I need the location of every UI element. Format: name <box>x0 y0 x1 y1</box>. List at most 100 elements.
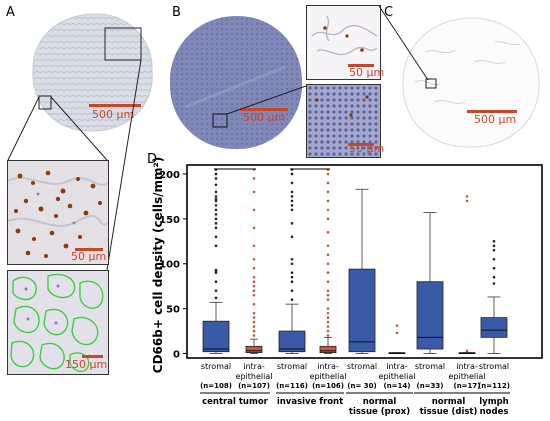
x-category-label: stromal <box>347 362 377 371</box>
chart-y-label: CD66b+ cell density (cells/mm²) <box>151 157 165 373</box>
sample-size-label: (n=14) <box>384 382 411 390</box>
group-label: nodes <box>480 407 509 417</box>
outlier-point <box>252 190 256 194</box>
y-tick-label: 0 <box>173 350 180 361</box>
group-label: normal <box>432 397 466 407</box>
outlier-point <box>214 296 218 300</box>
outlier-point <box>492 257 496 261</box>
outlier-point <box>290 280 294 283</box>
x-category-label: stromal <box>479 362 509 371</box>
outlier-point <box>290 172 294 176</box>
outlier-point <box>252 257 256 261</box>
outlier-point <box>252 244 256 248</box>
outlier-point <box>492 244 496 248</box>
outlier-point <box>214 280 218 283</box>
outlier-point <box>492 266 496 270</box>
outlier-point <box>492 282 496 285</box>
outlier-point <box>290 222 294 225</box>
x-category-label: epithelial <box>310 372 347 381</box>
x-category-label: intra- <box>456 362 478 371</box>
outlier-point <box>252 320 256 324</box>
outlier-point <box>465 199 469 203</box>
outlier-point <box>326 181 330 185</box>
outlier-point <box>214 172 218 176</box>
outlier-point <box>290 190 294 194</box>
panel-b-tissue-core <box>169 15 303 150</box>
x-category-label: stromal <box>415 362 445 371</box>
sample-size-label: (n=108) <box>200 382 232 390</box>
outlier-point <box>326 190 330 194</box>
outlier-point <box>290 298 294 301</box>
panel-b-scalebar <box>240 108 288 111</box>
outlier-point <box>290 204 294 207</box>
outlier-point <box>214 213 218 216</box>
outlier-point <box>326 262 330 266</box>
outlier-point <box>214 190 218 194</box>
outlier-point <box>214 289 218 292</box>
outlier-point <box>214 204 218 207</box>
panel-c-tissue-core <box>402 17 540 148</box>
outlier-point <box>465 349 469 353</box>
outlier-point <box>290 208 294 212</box>
outlier-point <box>214 271 218 275</box>
outlier-point <box>326 320 330 324</box>
x-category-label: intra- <box>386 362 408 371</box>
panel-a-letter: A <box>6 5 15 20</box>
box-intra <box>319 345 337 354</box>
box-stromal <box>480 317 508 338</box>
outlier-point <box>326 271 330 275</box>
outlier-point <box>326 199 330 203</box>
outlier-point <box>290 271 294 275</box>
panel-c-scalebar-label: 500 µm <box>474 113 517 126</box>
panel-b-top-scalebar-label: 50 µm <box>349 66 385 79</box>
outlier-point <box>326 244 330 248</box>
outlier-point <box>326 307 330 310</box>
outlier-point <box>252 325 256 328</box>
group-label: normal <box>363 397 397 407</box>
box-stromal <box>202 320 230 353</box>
panel-d-letter: D <box>147 152 158 167</box>
x-category-label: epithelial <box>236 372 273 381</box>
panel-b-bottom-scalebar <box>348 143 374 146</box>
x-category-label: intra- <box>243 362 265 371</box>
group-label: tissue (prox) <box>349 407 410 417</box>
outlier-point <box>214 226 218 230</box>
panel-b-scalebar-label: 500 µm <box>243 111 286 124</box>
outlier-point <box>252 316 256 319</box>
outlier-point <box>252 284 256 288</box>
outlier-point <box>326 334 330 337</box>
panel-a-zoom1-scalebar-label: 50 µm <box>71 250 107 263</box>
x-category-label: epithelial <box>449 372 486 381</box>
panel-b-zoom-top-image <box>306 5 381 80</box>
outlier-point <box>214 222 218 225</box>
y-tick-label: 50 <box>166 305 180 316</box>
outlier-point <box>326 172 330 176</box>
sample-size-label: (n=33) <box>417 382 444 390</box>
sample-size-label: (n=112) <box>478 382 510 390</box>
outlier-point <box>326 280 330 283</box>
x-category-label: intra- <box>317 362 339 371</box>
outlier-point <box>252 275 256 279</box>
outlier-point <box>326 208 330 212</box>
outlier-point <box>252 226 256 230</box>
outlier-point <box>214 195 218 198</box>
panel-c-letter: C <box>384 5 394 20</box>
outlier-point <box>492 240 496 243</box>
outlier-point <box>395 324 399 327</box>
outlier-point <box>252 311 256 315</box>
outlier-point <box>326 298 330 301</box>
outlier-point <box>326 316 330 319</box>
outlier-point <box>290 199 294 203</box>
outlier-point <box>214 199 218 203</box>
panel-b-letter: B <box>172 5 181 20</box>
outlier-point <box>395 331 399 335</box>
outlier-point <box>326 289 330 292</box>
outlier-point <box>214 197 218 201</box>
panel-a-zoom1-scalebar <box>75 248 103 251</box>
sample-size-label: (n= 30) <box>347 382 376 390</box>
panel-a-zoom-ihc-image <box>7 160 109 265</box>
outlier-point <box>326 325 330 328</box>
